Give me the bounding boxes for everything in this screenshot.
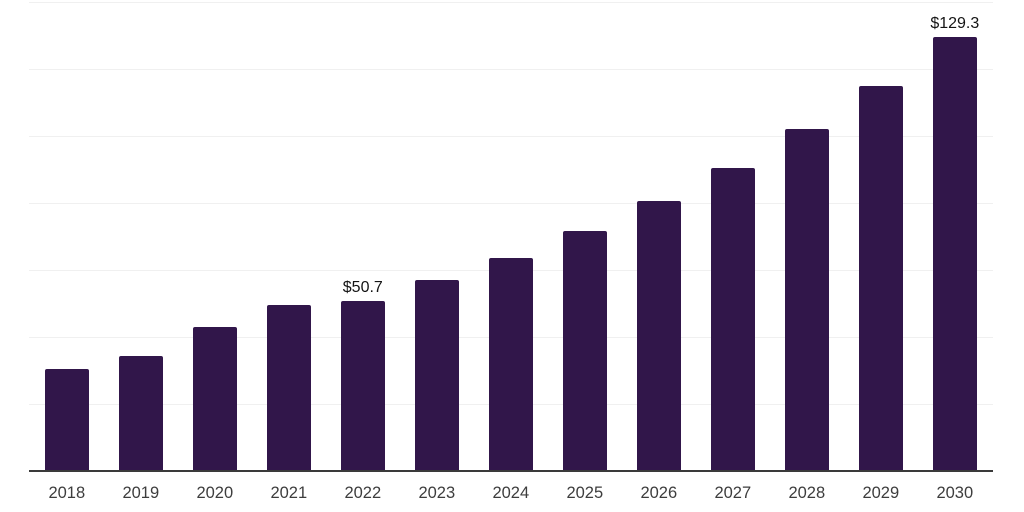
gridline	[29, 68, 993, 70]
bar-value-label-2022: $50.7	[342, 278, 383, 296]
bar-value-label-2030: $129.3	[930, 15, 980, 33]
bar-2021	[266, 305, 311, 471]
gridline	[29, 202, 993, 204]
x-axis-line	[29, 470, 993, 472]
gridline	[29, 1, 993, 3]
x-tick-label-2027: 2027	[714, 484, 752, 502]
x-tick-label-2024: 2024	[492, 484, 530, 502]
bar-2029	[858, 85, 903, 471]
bar-2022	[340, 300, 385, 471]
x-tick-label-2021: 2021	[270, 484, 308, 502]
x-tick-label-2025: 2025	[566, 484, 604, 502]
gridline	[29, 135, 993, 137]
x-tick-label-2028: 2028	[788, 484, 826, 502]
bar-2026	[636, 201, 681, 471]
bar-2027	[710, 168, 755, 471]
x-tick-label-2020: 2020	[196, 484, 234, 502]
bar-2030	[932, 37, 977, 471]
bar-2019	[118, 355, 163, 471]
x-tick-label-2026: 2026	[640, 484, 678, 502]
x-tick-label-2019: 2019	[122, 484, 160, 502]
x-tick-label-2029: 2029	[862, 484, 900, 502]
bar-2028	[784, 128, 829, 471]
x-tick-label-2022: 2022	[344, 484, 382, 502]
bar-2018	[44, 368, 89, 471]
x-tick-label-2018: 2018	[48, 484, 86, 502]
x-tick-label-2023: 2023	[418, 484, 456, 502]
x-tick-label-2030: 2030	[936, 484, 974, 502]
bar-2025	[562, 230, 607, 471]
bar-2024	[488, 257, 533, 471]
bar-2020	[192, 327, 237, 471]
bar-2023	[414, 279, 459, 471]
